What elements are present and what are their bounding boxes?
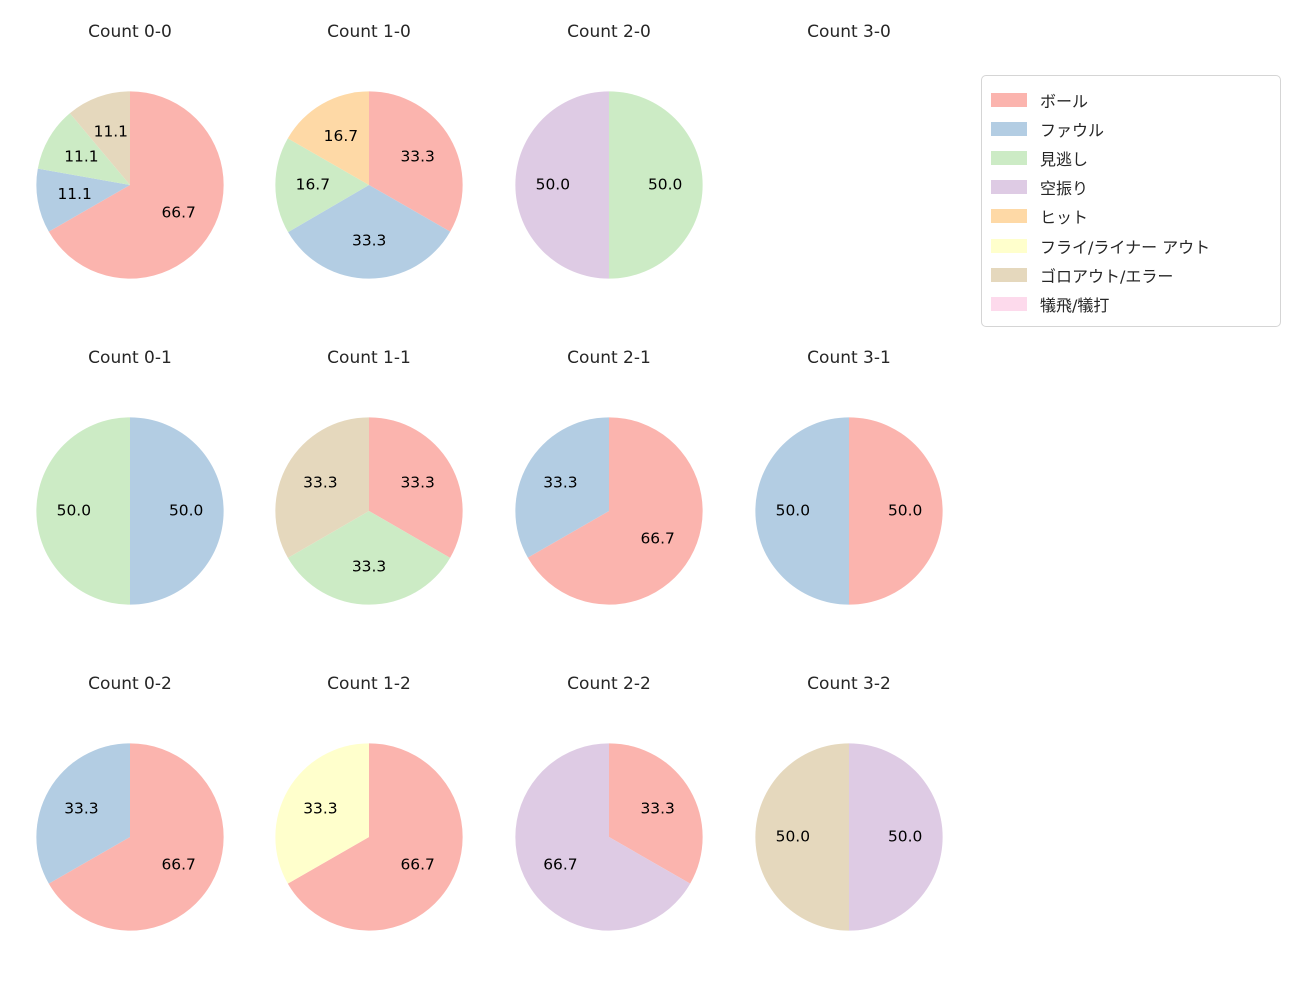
chart-title: Count 3-2	[807, 674, 891, 694]
svg-text:11.1: 11.1	[57, 185, 91, 203]
svg-text:50.0: 50.0	[888, 502, 922, 520]
svg-text:50.0: 50.0	[888, 828, 922, 846]
chart-title: Count 0-0	[88, 22, 172, 42]
svg-text:33.3: 33.3	[400, 147, 434, 165]
chart-title: Count 2-0	[567, 22, 651, 42]
svg-text:33.3: 33.3	[400, 473, 434, 491]
legend-swatch-swinging-strike	[991, 180, 1027, 195]
chart-cell-count-2-2: Count 2-2 33.3 66.7	[489, 662, 729, 974]
svg-text:16.7: 16.7	[296, 176, 330, 194]
legend-item: ファウル	[991, 114, 1280, 143]
legend-swatch-called-strike	[991, 150, 1027, 165]
pie-chart: 66.7 11.1 11.1 11.1	[36, 91, 224, 279]
chart-cell-count-2-1: Count 2-1 66.7 33.3	[489, 336, 729, 648]
legend-item: 空振り	[991, 173, 1280, 202]
pie-chart: 33.3 66.7	[515, 743, 703, 931]
svg-text:50.0: 50.0	[536, 176, 570, 194]
pie-chart: 50.0 50.0	[755, 417, 943, 605]
svg-text:33.3: 33.3	[543, 473, 577, 491]
pie-chart: 66.7 33.3	[36, 743, 224, 931]
pie-chart: 33.3 33.3 33.3	[275, 417, 463, 605]
chart-cell-count-3-2: Count 3-2 50.0 50.0	[729, 662, 969, 974]
chart-cell-count-1-1: Count 1-1 33.3 33.3 33.3	[249, 336, 489, 648]
svg-text:66.7: 66.7	[640, 530, 674, 548]
svg-text:66.7: 66.7	[161, 856, 195, 874]
legend-label: ゴロアウト/エラー	[1040, 266, 1174, 286]
chart-cell-count-0-2: Count 0-2 66.7 33.3	[10, 662, 250, 974]
legend-label: ファウル	[1040, 120, 1105, 140]
legend-item: ボール	[991, 85, 1280, 114]
chart-title: Count 1-1	[327, 348, 411, 368]
legend-label: 空振り	[1040, 179, 1089, 199]
legend-item: 見逃し	[991, 143, 1280, 172]
chart-cell-count-0-1: Count 0-1 50.0 50.0	[10, 336, 250, 648]
svg-text:50.0: 50.0	[169, 502, 203, 520]
chart-cell-count-2-0: Count 2-0 50.0 50.0	[489, 10, 729, 322]
chart-cell-count-1-0: Count 1-0 33.3 33.3 16.7 16.7	[249, 10, 489, 322]
legend-swatch-ball	[991, 92, 1027, 107]
svg-text:11.1: 11.1	[64, 147, 98, 165]
legend-item: フライ/ライナー アウト	[991, 231, 1280, 260]
legend-item: ゴロアウト/エラー	[991, 260, 1280, 289]
svg-text:50.0: 50.0	[648, 176, 682, 194]
pie-chart: 33.3 33.3 16.7 16.7	[275, 91, 463, 279]
legend-swatch-hit	[991, 209, 1027, 224]
legend-swatch-sacrifice	[991, 296, 1027, 311]
svg-text:33.3: 33.3	[303, 799, 337, 817]
chart-title: Count 3-0	[807, 22, 891, 42]
legend-swatch-groundout-error	[991, 267, 1027, 282]
chart-title: Count 3-1	[807, 348, 891, 368]
legend-label: ヒット	[1040, 208, 1089, 228]
svg-text:11.1: 11.1	[94, 123, 128, 141]
chart-cell-count-3-1: Count 3-1 50.0 50.0	[729, 336, 969, 648]
legend: ボール ファウル 見逃し 空振り ヒット フライ/ライナー アウト ゴロアウト/…	[981, 75, 1281, 327]
chart-title: Count 0-2	[88, 674, 172, 694]
svg-text:66.7: 66.7	[400, 856, 434, 874]
pie-chart: 66.7 33.3	[515, 417, 703, 605]
chart-title: Count 0-1	[88, 348, 172, 368]
svg-text:33.3: 33.3	[352, 558, 386, 576]
chart-cell-count-0-0: Count 0-0 66.7 11.1 11.1 11.1	[10, 10, 250, 322]
svg-text:50.0: 50.0	[57, 502, 91, 520]
svg-text:66.7: 66.7	[161, 204, 195, 222]
legend-label: フライ/ライナー アウト	[1040, 237, 1211, 257]
chart-cell-count-3-0: Count 3-0	[729, 10, 969, 322]
pie-chart: 50.0 50.0	[36, 417, 224, 605]
pie-chart: 66.7 33.3	[275, 743, 463, 931]
pie-chart: 50.0 50.0	[515, 91, 703, 279]
svg-text:33.3: 33.3	[352, 232, 386, 250]
chart-title: Count 1-0	[327, 22, 411, 42]
legend-label: 犠飛/犠打	[1040, 295, 1110, 315]
svg-text:16.7: 16.7	[324, 127, 358, 145]
svg-text:33.3: 33.3	[640, 799, 674, 817]
svg-text:50.0: 50.0	[776, 828, 810, 846]
svg-text:33.3: 33.3	[303, 473, 337, 491]
legend-label: ボール	[1040, 91, 1089, 111]
legend-item: 犠飛/犠打	[991, 289, 1280, 318]
chart-title: Count 2-1	[567, 348, 651, 368]
chart-title: Count 1-2	[327, 674, 411, 694]
pie-chart: 50.0 50.0	[755, 743, 943, 931]
svg-text:50.0: 50.0	[776, 502, 810, 520]
legend-label: 見逃し	[1040, 149, 1089, 169]
chart-title: Count 2-2	[567, 674, 651, 694]
chart-cell-count-1-2: Count 1-2 66.7 33.3	[249, 662, 489, 974]
legend-swatch-fly-liner-out	[991, 238, 1027, 253]
legend-swatch-foul	[991, 121, 1027, 136]
pie-chart-empty	[746, 82, 952, 288]
svg-text:33.3: 33.3	[64, 799, 98, 817]
svg-text:66.7: 66.7	[543, 856, 577, 874]
legend-item: ヒット	[991, 202, 1280, 231]
